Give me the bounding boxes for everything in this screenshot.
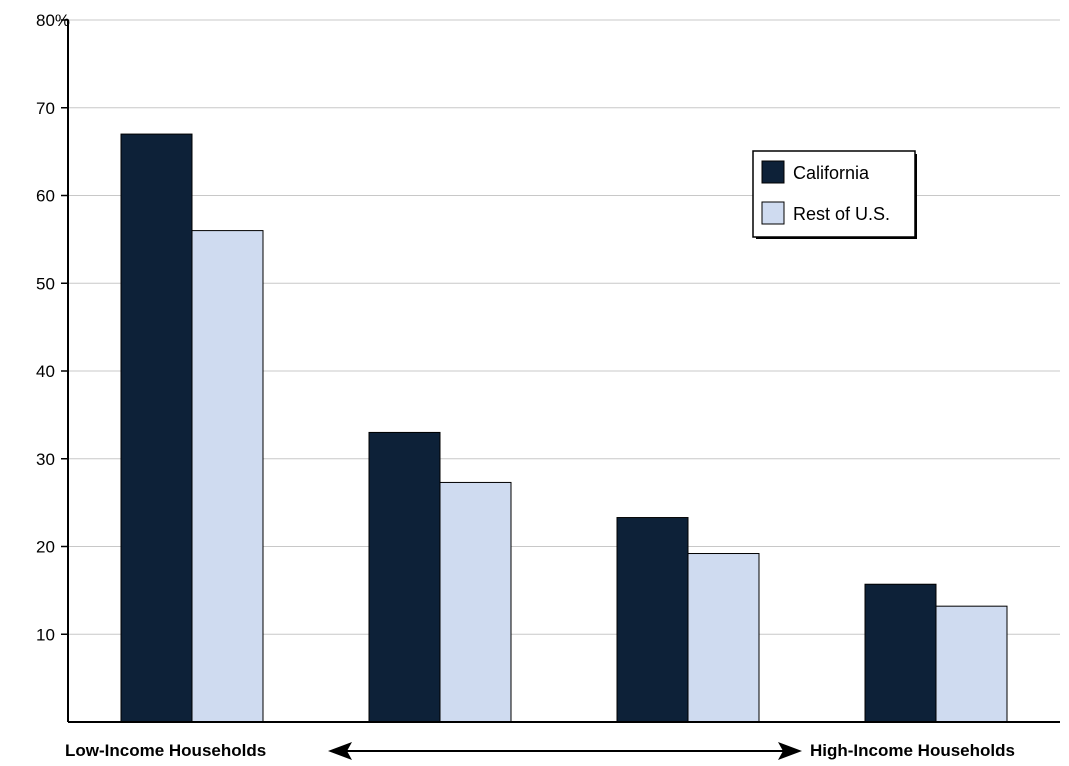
legend-swatch-california [761, 160, 785, 184]
y-tick-label: 50 [36, 274, 55, 293]
bar-rest-of-us-2 [439, 481, 512, 723]
arrow-head-left [328, 742, 352, 760]
arrow-head-right [778, 742, 802, 760]
legend-label-california: California [793, 163, 870, 183]
bar-rest-of-us-1 [191, 230, 264, 723]
y-tick-label: 20 [36, 538, 55, 557]
x-axis-income-arrow: Low-Income Households High-Income Househ… [65, 741, 1015, 760]
bar-california-3 [616, 517, 689, 723]
legend: California Rest of U.S. [752, 150, 917, 239]
y-tick-label: 30 [36, 450, 55, 469]
bar-california-1 [120, 133, 193, 723]
y-ticks: 10 20 30 40 50 60 70 80% [36, 11, 70, 644]
x-axis-left-label: Low-Income Households [65, 741, 266, 760]
y-tick-label: 80% [36, 11, 70, 30]
y-tick-label: 10 [36, 625, 55, 644]
y-tick-label: 70 [36, 99, 55, 118]
bar-california-4 [864, 583, 937, 723]
bar-rest-of-us-4 [935, 605, 1008, 723]
bar-rest-of-us-3 [687, 553, 760, 723]
y-tick-label: 60 [36, 187, 55, 206]
legend-label-rest-of-us: Rest of U.S. [793, 204, 890, 224]
bars [120, 133, 1008, 723]
y-tick-label: 40 [36, 362, 55, 381]
bar-california-2 [368, 431, 441, 723]
legend-swatch-rest-of-us [761, 201, 785, 225]
x-axis-right-label: High-Income Households [810, 741, 1015, 760]
